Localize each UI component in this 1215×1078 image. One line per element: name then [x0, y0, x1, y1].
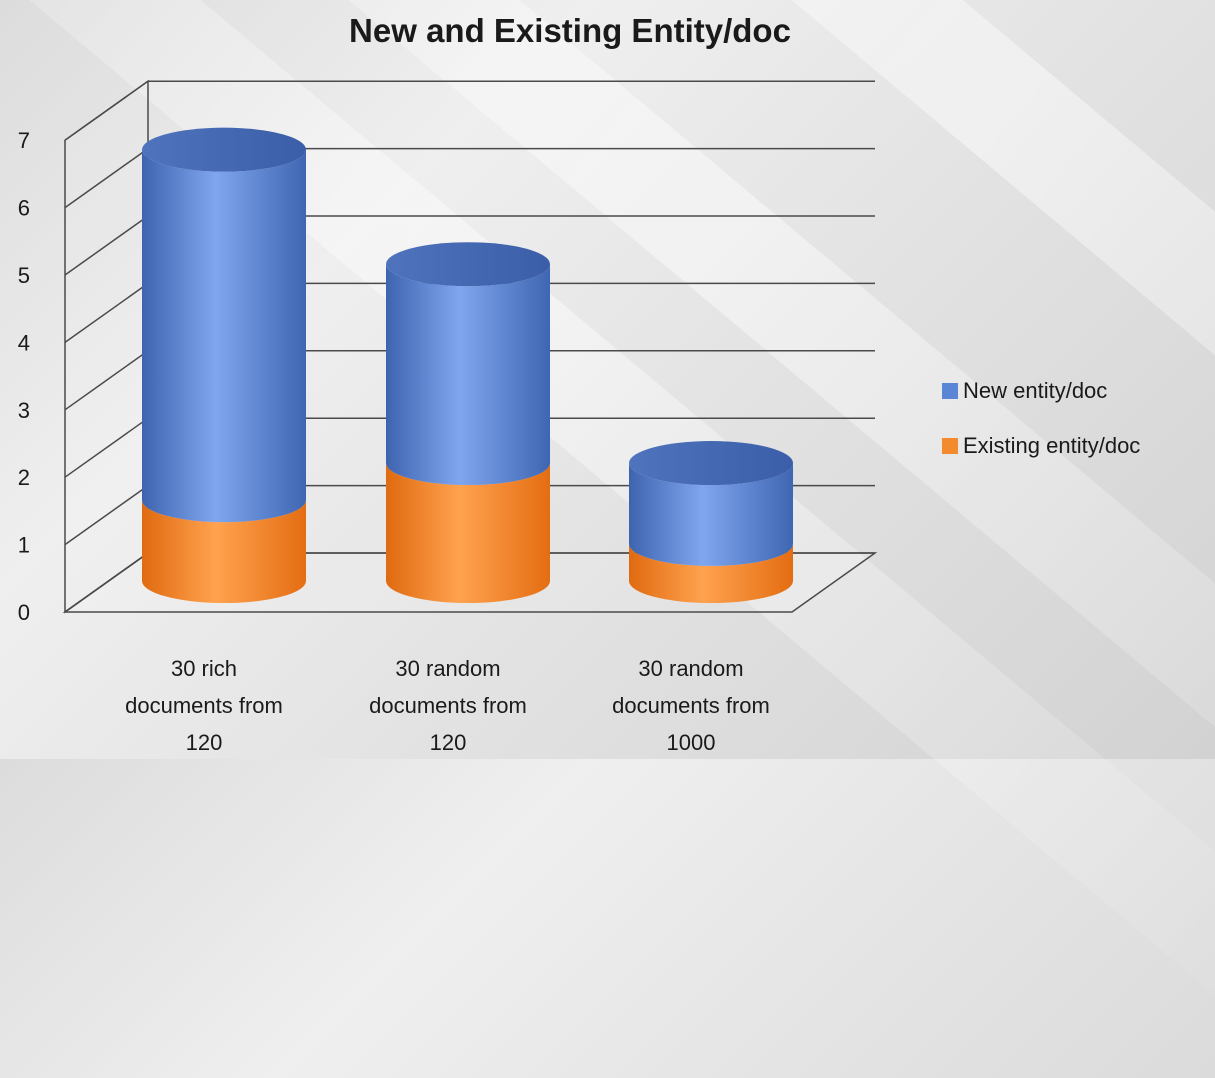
- chart-title: New and Existing Entity/doc: [349, 12, 791, 49]
- legend: New entity/doc Existing entity/doc: [942, 378, 1140, 458]
- bar-top: [386, 242, 550, 287]
- bar-segment: [629, 463, 793, 566]
- bar-top: [629, 441, 793, 486]
- y-tick-label: 3: [18, 398, 30, 423]
- y-tick-label: 4: [18, 330, 30, 355]
- x-tick-label: 30 random documents from 120: [369, 656, 527, 755]
- gridline-diagonal: [64, 282, 149, 344]
- y-tick-label: 1: [18, 533, 30, 558]
- bar-segment: [142, 500, 306, 603]
- bar-stack: [386, 242, 550, 603]
- y-axis: 0 1 2 3 4 5 6 7: [18, 128, 30, 625]
- legend-swatch: [942, 383, 958, 399]
- chart: New and Existing Entity/doc 0 1 2 3 4 5 6 7 30 …: [18, 12, 1141, 755]
- gridline-diagonal: [64, 417, 149, 478]
- legend-entry: New entity/doc: [963, 378, 1107, 403]
- bar-segment: [386, 264, 550, 486]
- y-tick-label: 5: [18, 263, 30, 288]
- gridline-diagonal: [64, 552, 149, 613]
- x-axis: 30 rich documents from 120 30 random documen…: [125, 656, 770, 755]
- x-tick-label: 30 random documents from 1000: [612, 656, 770, 755]
- bar-segment: [386, 463, 550, 603]
- x-tick-label: 30 rich documents from 120: [125, 656, 283, 755]
- gridline-diagonal: [64, 80, 149, 141]
- bar-segment: [629, 543, 793, 603]
- gridline-diagonal: [64, 350, 149, 411]
- bars: [142, 127, 793, 603]
- legend-swatch: [942, 438, 958, 454]
- gridline-diagonal: [64, 147, 149, 209]
- y-tick-label: 7: [18, 128, 30, 153]
- bar-top: [142, 127, 306, 172]
- bar-stack: [142, 127, 306, 603]
- bar-segment: [142, 149, 306, 523]
- gridline-diagonal: [64, 484, 149, 546]
- bar-stack: [629, 441, 793, 603]
- legend-entry: Existing entity/doc: [963, 433, 1140, 458]
- y-tick-label: 6: [18, 196, 30, 221]
- gridline-diagonal: [64, 215, 149, 276]
- y-tick-label: 2: [18, 465, 30, 490]
- y-tick-label: 0: [18, 600, 30, 625]
- side-wall: [64, 79, 149, 614]
